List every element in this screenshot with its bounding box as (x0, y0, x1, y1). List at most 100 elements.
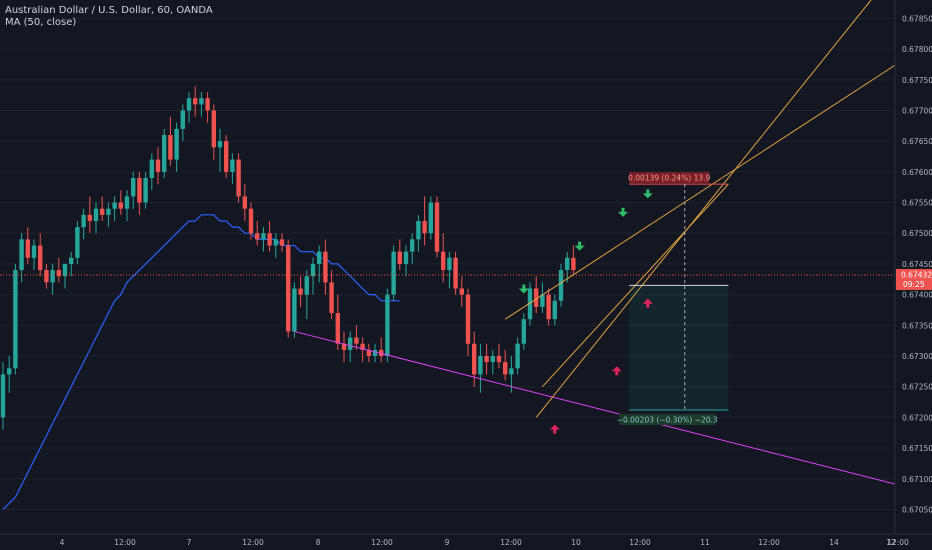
candle-body (317, 251, 322, 264)
arrow-head (618, 211, 628, 217)
time-tick-label: 9 (445, 538, 450, 547)
time-tick-label: 8 (316, 538, 321, 547)
arrow-up-icon (642, 298, 653, 308)
candle-body (565, 257, 570, 271)
price-tick-label: 0.67550 (902, 199, 932, 208)
indicator-title: MA (50, close) (5, 17, 77, 28)
price-tick-label: 0.67500 (902, 229, 932, 238)
candle-body (81, 214, 86, 228)
candle-body (360, 343, 365, 350)
candle-body (261, 233, 266, 240)
current-price-tag (896, 268, 932, 290)
candle-body (44, 270, 49, 283)
candle-body (447, 257, 452, 271)
candle-body (149, 159, 154, 178)
candle-body (472, 343, 477, 375)
candle-body (137, 178, 142, 203)
time-tick-label: 10 (571, 538, 581, 547)
candle-body (534, 288, 539, 307)
price-tick-label: 0.67450 (902, 260, 932, 269)
price-tick-label: 0.67200 (902, 413, 932, 422)
time-tick-label: 4 (60, 538, 65, 547)
arrow-shaft (646, 189, 650, 195)
candle-body (571, 257, 576, 271)
candle-body (484, 356, 489, 363)
measure-up-label: 0.00139 (0.24%) 13.9 (628, 174, 710, 183)
candle-body (248, 208, 254, 234)
candle-body (267, 233, 272, 246)
arrow-head (518, 288, 529, 294)
symbol-title: Australian Dollar / U.S. Dollar, 60, OAN… (5, 5, 213, 16)
time-tick-label: 12:00 (758, 538, 780, 547)
candle-body (186, 98, 192, 111)
current-price-value: 0.67432 (901, 270, 932, 279)
candle-body (521, 319, 526, 344)
candle-body (75, 227, 80, 258)
candle-body (38, 245, 43, 271)
price-tick-label: 0.67300 (902, 352, 932, 361)
candle-body (459, 288, 464, 295)
price-tick-label: 0.67800 (902, 45, 932, 54)
candle-body (503, 362, 508, 375)
time-tick-label: 12:00 (242, 538, 264, 547)
candle-body (490, 356, 495, 363)
time-tick-label: 12:00 (887, 538, 909, 547)
candle-body (441, 251, 446, 271)
candle-body (217, 141, 223, 148)
price-tick-label: 0.67400 (902, 291, 932, 300)
candle-body (93, 208, 99, 221)
time-tick-label: 11 (700, 538, 710, 547)
arrow-shaft (621, 207, 625, 213)
candle-body (422, 220, 427, 234)
ma-line (2, 214, 400, 510)
candle-body (540, 294, 545, 307)
candle-body (255, 233, 260, 240)
candle-body (496, 356, 502, 363)
arrow-down-icon (618, 207, 628, 217)
candle-body (453, 257, 458, 289)
candle-body (335, 313, 340, 344)
candle-body (286, 245, 291, 332)
arrow-head (611, 366, 622, 372)
candle-body (205, 98, 210, 111)
price-tick-label: 0.67050 (902, 505, 932, 514)
candle-body (7, 368, 12, 375)
candle-body (62, 263, 68, 277)
candle-body (155, 159, 161, 172)
candle-body (310, 263, 316, 277)
candle-body (428, 202, 433, 234)
price-tick-label: 0.67650 (902, 137, 932, 146)
candle-body (379, 349, 384, 356)
candle-body (50, 270, 55, 283)
candle-body (410, 239, 415, 252)
candle-body (354, 337, 359, 344)
candle-body (397, 251, 402, 264)
candle-body (372, 349, 378, 356)
channel-lower (535, 0, 872, 418)
arrow-shaft (522, 284, 526, 290)
candle-body (211, 110, 216, 148)
candle-body (558, 270, 564, 301)
candle-body (168, 135, 173, 160)
candle-body (527, 288, 533, 320)
measure-down-label-bg (619, 414, 716, 426)
measure-down-label: −0.00203 (−0.30%) −20.3 (617, 416, 718, 425)
time-axis-bg (0, 534, 932, 550)
arrow-shaft (553, 428, 557, 434)
candle-body (403, 251, 409, 264)
arrow-head (574, 245, 585, 251)
candle-body (515, 343, 520, 369)
price-tick-label: 0.67850 (902, 14, 932, 23)
time-tick-label: 12:00 (114, 538, 136, 547)
measure-down-zone (629, 285, 729, 411)
candle-body (131, 178, 136, 197)
time-tick-label: 7 (187, 538, 192, 547)
candle-body (118, 202, 123, 209)
candle-body (236, 159, 241, 197)
price-tick-label: 0.67750 (902, 76, 932, 85)
candle-body (323, 251, 328, 283)
time-tick-label: 14 (829, 538, 839, 547)
candle-body (273, 239, 278, 246)
candle-body (180, 110, 185, 129)
